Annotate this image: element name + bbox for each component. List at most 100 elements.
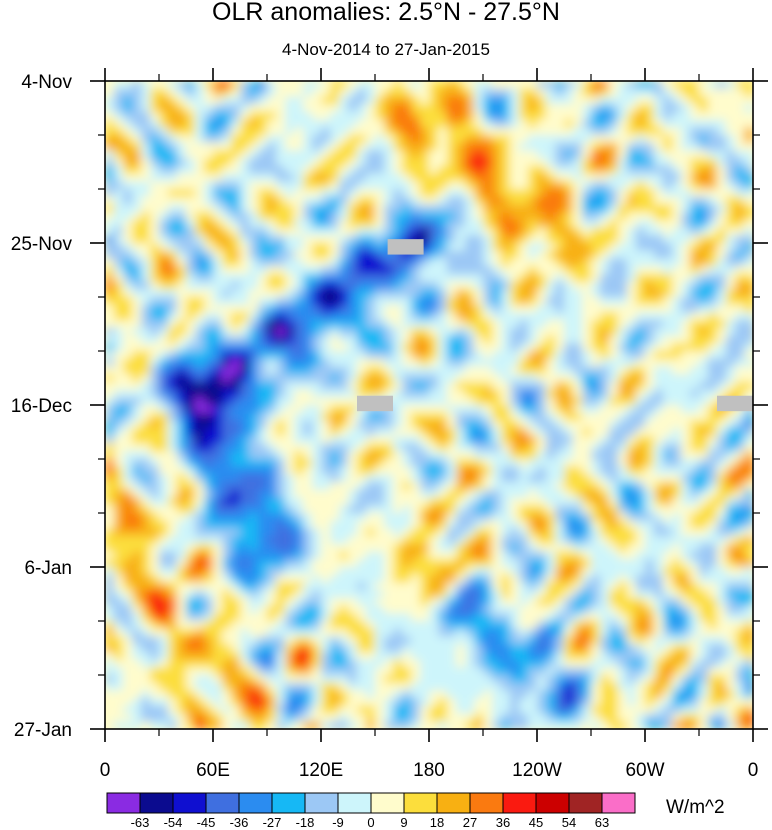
anomaly-cell bbox=[726, 528, 736, 537]
anomaly-cell bbox=[312, 381, 322, 391]
anomaly-cell bbox=[510, 196, 520, 206]
anomaly-cell bbox=[159, 420, 169, 429]
anomaly-cell bbox=[474, 173, 484, 182]
anomaly-cell bbox=[276, 420, 286, 429]
anomaly-cell bbox=[717, 420, 727, 429]
anomaly-cell bbox=[582, 520, 592, 530]
anomaly-cell bbox=[717, 505, 727, 514]
anomaly-cell bbox=[321, 250, 331, 260]
anomaly-cell bbox=[654, 96, 664, 105]
anomaly-cell bbox=[474, 343, 484, 352]
anomaly-cell bbox=[294, 173, 304, 182]
anomaly-cell bbox=[447, 150, 457, 159]
anomaly-cell bbox=[384, 320, 394, 329]
anomaly-cell bbox=[168, 127, 178, 136]
anomaly-cell bbox=[348, 235, 358, 244]
anomaly-cell bbox=[456, 235, 466, 244]
anomaly-cell bbox=[663, 505, 673, 514]
anomaly-cell bbox=[384, 304, 394, 314]
anomaly-cell bbox=[546, 451, 556, 460]
anomaly-cell bbox=[123, 582, 133, 591]
anomaly-cell bbox=[537, 366, 547, 375]
anomaly-cell bbox=[663, 243, 673, 252]
anomaly-cell bbox=[654, 351, 664, 360]
anomaly-cell bbox=[645, 119, 655, 128]
anomaly-cell bbox=[150, 428, 160, 437]
anomaly-cell bbox=[258, 289, 268, 298]
anomaly-cell bbox=[582, 266, 592, 275]
anomaly-cell bbox=[492, 505, 502, 514]
anomaly-cell bbox=[438, 389, 448, 398]
anomaly-cell bbox=[474, 497, 484, 506]
anomaly-cell bbox=[312, 335, 322, 344]
anomaly-cell bbox=[465, 520, 475, 530]
anomaly-cell bbox=[654, 366, 664, 375]
anomaly-cell bbox=[186, 613, 196, 622]
anomaly-cell bbox=[564, 513, 574, 522]
anomaly-cell bbox=[519, 165, 529, 175]
anomaly-cell bbox=[195, 559, 205, 568]
anomaly-cell bbox=[123, 412, 133, 422]
anomaly-cell bbox=[114, 420, 124, 429]
anomaly-cell bbox=[573, 497, 583, 506]
anomaly-cell bbox=[483, 513, 493, 522]
anomaly-cell bbox=[564, 258, 574, 267]
anomaly-cell bbox=[636, 358, 646, 368]
anomaly-cell bbox=[708, 297, 718, 306]
anomaly-cell bbox=[708, 567, 718, 576]
anomaly-cell bbox=[555, 605, 565, 614]
anomaly-cell bbox=[177, 250, 187, 260]
anomaly-cell bbox=[132, 605, 142, 614]
anomaly-cell bbox=[402, 513, 412, 522]
anomaly-cell bbox=[717, 158, 727, 167]
anomaly-cell bbox=[249, 219, 259, 229]
anomaly-cell bbox=[231, 111, 241, 121]
anomaly-cell bbox=[438, 181, 448, 190]
anomaly-cell bbox=[375, 273, 385, 283]
anomaly-cell bbox=[627, 235, 637, 244]
anomaly-cell bbox=[690, 173, 700, 182]
anomaly-cell bbox=[465, 482, 475, 491]
anomaly-cell bbox=[618, 289, 628, 298]
anomaly-cell bbox=[609, 474, 619, 483]
anomaly-cell bbox=[177, 158, 187, 167]
anomaly-cell bbox=[690, 366, 700, 375]
anomaly-cell bbox=[195, 466, 205, 476]
anomaly-cell bbox=[465, 312, 475, 321]
anomaly-cell bbox=[483, 582, 493, 591]
anomaly-cell bbox=[312, 366, 322, 375]
anomaly-cell bbox=[249, 428, 259, 437]
anomaly-cell bbox=[708, 96, 718, 105]
anomaly-cell bbox=[645, 81, 655, 90]
anomaly-cell bbox=[312, 289, 322, 298]
anomaly-cell bbox=[123, 250, 133, 260]
anomaly-cell bbox=[411, 435, 421, 445]
anomaly-cell bbox=[321, 597, 331, 607]
anomaly-cell bbox=[429, 142, 439, 152]
anomaly-cell bbox=[555, 96, 565, 105]
anomaly-cell bbox=[339, 104, 349, 113]
anomaly-cell bbox=[438, 266, 448, 275]
anomaly-cell bbox=[501, 590, 511, 599]
anomaly-cell bbox=[492, 551, 502, 560]
anomaly-cell bbox=[249, 351, 259, 360]
anomaly-cell bbox=[204, 312, 214, 321]
anomaly-cell bbox=[582, 281, 592, 290]
anomaly-cell bbox=[249, 435, 259, 445]
anomaly-cell bbox=[168, 335, 178, 344]
anomaly-cell bbox=[564, 420, 574, 429]
anomaly-cell bbox=[114, 96, 124, 105]
anomaly-cell bbox=[267, 158, 277, 167]
anomaly-cell bbox=[618, 250, 628, 260]
anomaly-cell bbox=[231, 119, 241, 128]
anomaly-cell bbox=[375, 243, 385, 252]
anomaly-cell bbox=[411, 212, 421, 221]
anomaly-cell bbox=[744, 235, 753, 244]
anomaly-cell bbox=[330, 235, 340, 244]
anomaly-cell bbox=[492, 150, 502, 159]
anomaly-cell bbox=[321, 505, 331, 514]
anomaly-cell bbox=[249, 574, 259, 584]
anomaly-cell bbox=[699, 119, 709, 128]
anomaly-cell bbox=[186, 281, 196, 290]
anomaly-cell bbox=[483, 235, 493, 244]
